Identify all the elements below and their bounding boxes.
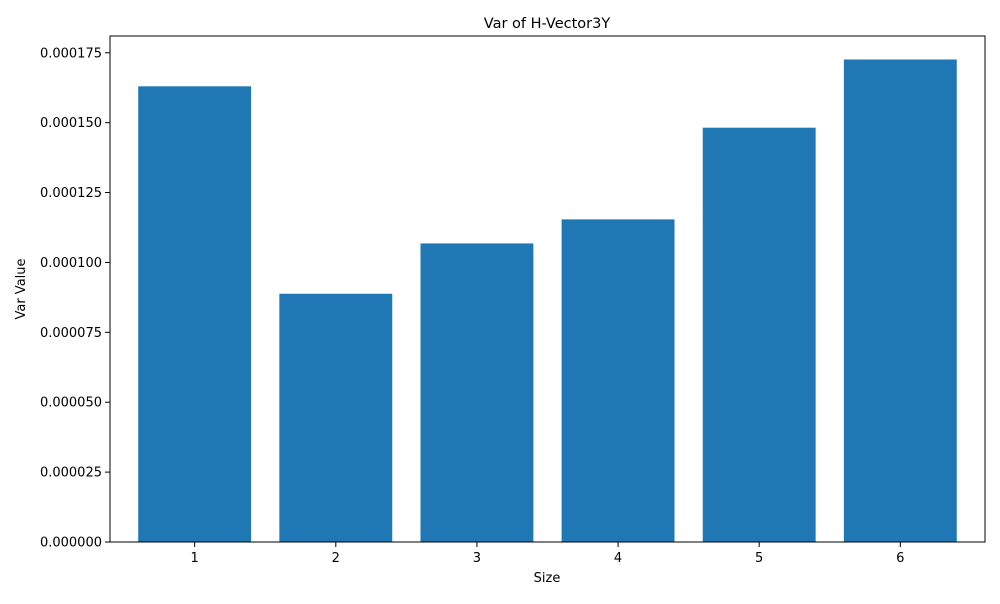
x-axis: 1 2 3 4 5 6 bbox=[191, 542, 904, 566]
x-tick-label: 4 bbox=[614, 551, 622, 566]
y-tick-label: 0.000100 bbox=[40, 256, 102, 271]
chart-title: Var of H-Vector3Y bbox=[484, 16, 611, 32]
bar-1 bbox=[138, 86, 252, 543]
y-tick-label: 0.000050 bbox=[40, 396, 102, 411]
x-tick-label: 5 bbox=[755, 551, 763, 566]
bar-3 bbox=[420, 243, 534, 542]
y-tick-label: 0.000075 bbox=[40, 326, 102, 341]
y-tick-label: 0.000000 bbox=[40, 536, 102, 551]
x-axis-label: Size bbox=[534, 571, 561, 586]
y-tick-label: 0.000125 bbox=[40, 186, 102, 201]
bar-4 bbox=[561, 219, 675, 542]
bar-5 bbox=[702, 127, 816, 542]
y-axis: 0.000000 0.000025 0.000050 0.000075 0.000100… bbox=[40, 46, 110, 551]
x-tick-label: 2 bbox=[332, 551, 340, 566]
bar-6 bbox=[843, 59, 957, 542]
x-tick-label: 3 bbox=[473, 551, 481, 566]
y-axis-label: Var Value bbox=[14, 258, 29, 319]
x-tick-label: 6 bbox=[896, 551, 904, 566]
x-tick-label: 1 bbox=[191, 551, 199, 566]
bar-2 bbox=[279, 293, 393, 542]
y-tick-label: 0.000025 bbox=[40, 466, 102, 481]
bars-group bbox=[138, 59, 957, 543]
y-tick-label: 0.000175 bbox=[40, 46, 102, 61]
plot-frame bbox=[109, 35, 986, 543]
y-tick-label: 0.000150 bbox=[40, 116, 102, 131]
